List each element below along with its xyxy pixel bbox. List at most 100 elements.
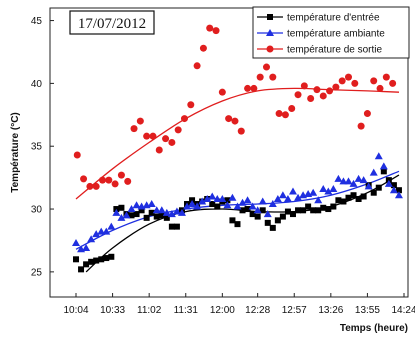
data-point-entree bbox=[315, 207, 322, 214]
data-point-sortie bbox=[149, 132, 157, 140]
data-point-sortie bbox=[294, 91, 302, 99]
data-point-sortie bbox=[382, 73, 390, 81]
data-point-sortie bbox=[244, 84, 252, 92]
data-point-sortie bbox=[80, 175, 88, 183]
data-point-ambiante bbox=[122, 211, 131, 219]
data-point-sortie bbox=[231, 117, 239, 125]
data-point-entree bbox=[78, 266, 85, 273]
y-tick-label: 30 bbox=[31, 205, 43, 216]
data-point-ambiante bbox=[177, 208, 186, 216]
date-box bbox=[69, 10, 155, 35]
data-point-sortie bbox=[313, 86, 321, 94]
data-point-ambiante bbox=[87, 235, 96, 243]
data-point-entree bbox=[295, 207, 302, 214]
data-point-sortie bbox=[344, 73, 352, 81]
data-point-sortie bbox=[130, 125, 138, 133]
legend-marker-sortie bbox=[266, 45, 274, 53]
data-point-entree bbox=[375, 184, 382, 191]
data-point-sortie bbox=[332, 83, 340, 91]
data-point-entree bbox=[370, 189, 377, 196]
legend-label-ambiante: température ambiante bbox=[287, 29, 385, 40]
data-point-sortie bbox=[218, 88, 226, 96]
data-point-entree bbox=[103, 255, 110, 262]
data-point-sortie bbox=[168, 138, 176, 146]
data-point-entree bbox=[335, 197, 342, 204]
data-point-ambiante bbox=[162, 208, 171, 216]
data-point-entree bbox=[300, 207, 307, 214]
data-point-ambiante bbox=[102, 227, 111, 235]
data-point-sortie bbox=[300, 82, 308, 90]
x-tick-label: 11:31 bbox=[174, 305, 199, 316]
data-point-entree bbox=[224, 197, 231, 204]
data-point-sortie bbox=[262, 63, 270, 71]
data-point-ambiante bbox=[258, 197, 267, 205]
data-point-entree bbox=[380, 168, 387, 175]
data-point-sortie bbox=[281, 111, 289, 119]
data-point-sortie bbox=[370, 77, 378, 85]
data-point-sortie bbox=[105, 176, 113, 184]
data-point-ambiante bbox=[324, 187, 333, 195]
data-point-entree bbox=[259, 207, 266, 214]
data-point-ambiante bbox=[364, 182, 373, 190]
data-point-entree bbox=[320, 204, 327, 211]
data-point-ambiante bbox=[384, 179, 393, 187]
data-point-sortie bbox=[98, 176, 106, 184]
data-point-sortie bbox=[288, 105, 296, 113]
data-point-ambiante bbox=[253, 206, 262, 214]
x-tick-label: 12:57 bbox=[282, 305, 307, 316]
data-point-sortie bbox=[319, 92, 327, 100]
data-point-entree bbox=[325, 206, 332, 213]
data-point-ambiante bbox=[339, 177, 348, 185]
data-point-entree bbox=[340, 198, 347, 205]
data-point-ambiante bbox=[238, 198, 247, 206]
data-point-sortie bbox=[111, 180, 119, 188]
data-point-ambiante bbox=[193, 202, 202, 210]
data-point-entree bbox=[98, 256, 105, 263]
data-point-ambiante bbox=[82, 243, 91, 251]
x-tick-label: 14:24 bbox=[391, 305, 415, 316]
data-point-ambiante bbox=[344, 177, 353, 185]
data-point-sortie bbox=[307, 94, 315, 102]
data-point-sortie bbox=[250, 84, 258, 92]
data-point-entree bbox=[239, 207, 246, 214]
data-point-entree bbox=[138, 207, 145, 214]
data-point-sortie bbox=[256, 73, 264, 81]
data-point-sortie bbox=[174, 126, 182, 134]
data-point-ambiante bbox=[349, 179, 358, 187]
data-point-ambiante bbox=[334, 174, 343, 182]
data-point-entree bbox=[229, 217, 236, 224]
data-point-ambiante bbox=[97, 227, 106, 235]
data-point-entree bbox=[390, 182, 397, 189]
x-tick-label: 10:33 bbox=[100, 305, 125, 316]
data-point-ambiante bbox=[132, 201, 141, 209]
data-point-ambiante bbox=[188, 200, 197, 208]
data-point-sortie bbox=[124, 177, 132, 185]
data-point-ambiante bbox=[319, 184, 328, 192]
data-point-sortie bbox=[73, 151, 81, 159]
data-point-sortie bbox=[117, 171, 125, 179]
data-point-ambiante bbox=[208, 192, 217, 200]
data-point-sortie bbox=[389, 79, 397, 87]
data-point-entree bbox=[264, 219, 271, 226]
data-point-ambiante bbox=[354, 174, 363, 182]
data-point-ambiante bbox=[167, 210, 176, 218]
data-point-sortie bbox=[326, 87, 334, 95]
y-tick-label: 45 bbox=[31, 16, 43, 27]
data-point-sortie bbox=[206, 24, 214, 32]
legend-label-sortie: température de sortie bbox=[287, 45, 382, 56]
data-point-ambiante bbox=[374, 152, 383, 160]
data-point-sortie bbox=[338, 77, 346, 85]
data-point-ambiante bbox=[314, 196, 323, 204]
data-point-ambiante bbox=[92, 230, 101, 238]
data-point-sortie bbox=[225, 115, 233, 123]
plot-frame bbox=[49, 7, 409, 298]
data-point-sortie bbox=[143, 132, 151, 140]
data-point-entree bbox=[118, 204, 125, 211]
data-point-sortie bbox=[180, 115, 188, 123]
x-tick-label: 12:28 bbox=[245, 305, 270, 316]
data-point-ambiante bbox=[218, 194, 227, 202]
y-tick-label: 25 bbox=[31, 267, 43, 278]
data-point-entree bbox=[310, 207, 317, 214]
data-point-ambiante bbox=[172, 207, 181, 215]
x-tick-label: 11:02 bbox=[137, 305, 162, 316]
